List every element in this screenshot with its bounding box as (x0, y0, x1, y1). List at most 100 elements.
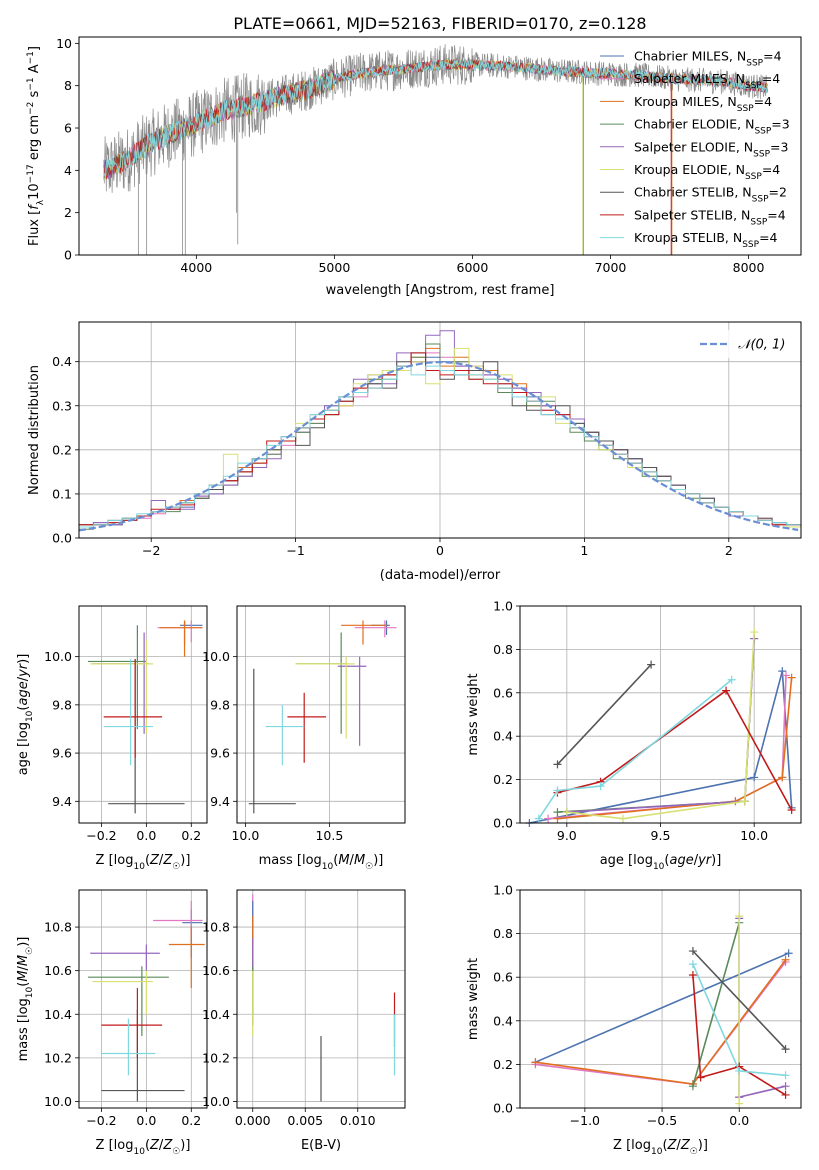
tick-label-y: 10.0 (44, 649, 72, 664)
tick-label-x: 8000 (733, 260, 765, 275)
weight-marker-kroupa_miles (531, 1058, 540, 1067)
legend-label-part: Chabrier ELODIE, N (634, 117, 754, 132)
histogram-step-chabrier_stelib (79, 352, 801, 538)
x-axis-label: age [log10(age/yr)] (600, 853, 722, 872)
legend-label: Salpeter MILES, NSSP=4 (634, 71, 780, 91)
tick-label-y: 10.0 (202, 649, 230, 664)
weight-marker-chabrier_miles (784, 949, 793, 958)
y-axis-label: mass weight (466, 958, 481, 1040)
x-axis-label-part: )] (180, 1138, 190, 1153)
tick-label-y: 0.2 (52, 442, 72, 457)
tick-label-x: 0.0 (729, 1113, 749, 1128)
legend-label-part: =2 (769, 185, 787, 200)
y-axis-label-part: M (16, 970, 31, 981)
x-axis-label-part: 10 (651, 1147, 663, 1157)
spectrum-model-kroupa_stelib (103, 58, 768, 179)
weight-line-kroupa_miles (535, 959, 787, 1085)
tick-label-y: 0.6 (493, 685, 513, 700)
weight-marker-chabrier_miles (750, 773, 759, 782)
x-axis-label: mass [log10(M/M☉)] (259, 853, 384, 872)
y-axis-label-part: −1 (26, 51, 36, 64)
weight-marker-kroupa_stelib (553, 786, 562, 795)
legend-label: Kroupa STELIB, NSSP=4 (634, 230, 778, 250)
weight-marker-chabrier_miles (778, 667, 787, 676)
tick-label-y: 6 (64, 121, 72, 136)
tick-label-x: −1 (286, 543, 304, 558)
x-axis-label-part: ( (664, 853, 669, 868)
tick-label-y: 10.8 (202, 920, 230, 935)
weight-marker-kroupa_elodie (562, 808, 571, 817)
x-axis-label: (data-model)/error (380, 568, 501, 583)
weight-marker-kroupa_stelib (781, 1071, 790, 1080)
legend-label: 𝒩(0, 1) (738, 338, 785, 353)
legend-label: Chabrier ELODIE, NSSP=3 (634, 117, 790, 137)
weight-marker-kroupa_elodie (750, 628, 759, 637)
mass_weight_vs_age-frame (519, 605, 802, 824)
x-axis-label-part: ☉ (172, 1147, 180, 1157)
x-axis-label-part: Z (149, 853, 160, 868)
weight-marker-kroupa_elodie (740, 797, 749, 806)
x-axis-label-part: )] (711, 853, 721, 868)
x-axis-label-part: mass [log (259, 853, 322, 868)
tick-label-y: 8 (64, 78, 72, 93)
tick-label-y: 0.4 (52, 354, 72, 369)
x-axis-label-part: / (676, 1138, 681, 1153)
y-axis-label-part: 10 (25, 710, 35, 722)
weight-line-salpeter_stelib (692, 974, 787, 1096)
tick-label-y: 9.8 (52, 697, 72, 712)
tick-label-x: 4000 (180, 260, 212, 275)
axes-age_vs_Z: −0.2 0.0 0.2 9.4 9.6 9.8 10.0 (44, 606, 207, 843)
weight-line-chabrier_stelib (692, 950, 787, 1050)
x-axis-label-part: yr (697, 853, 713, 868)
y-axis-label-part: 10 (27, 183, 42, 200)
weight-marker-chabrier_stelib (553, 760, 562, 769)
tick-label-y: 0.6 (493, 970, 513, 985)
legend-label-part: =4 (767, 207, 785, 222)
x-axis-label-part: ( (333, 853, 338, 868)
legend-label: Kroupa MILES, NSSP=4 (634, 94, 772, 114)
tick-label-x: 10.0 (231, 828, 259, 843)
x-axis-label: wavelength [Angstrom, rest frame] (326, 283, 555, 298)
y-axis-label-part: / (16, 676, 31, 681)
tick-label-y: 0.2 (493, 772, 513, 787)
y-axis-label-part: Flux [ (27, 210, 42, 246)
tick-label-x: 0.010 (340, 1113, 376, 1128)
tick-label-x: 0.005 (287, 1113, 323, 1128)
y-axis-label-part: A (27, 64, 42, 77)
weight-line-salpeter_stelib (557, 689, 793, 811)
y-axis-label-part: ( (16, 982, 31, 987)
tick-label-y: 10.6 (202, 963, 230, 978)
weight-marker-chabrier_stelib (647, 660, 656, 669)
y-axis-label: age [log10(age/yr)] (16, 654, 35, 776)
tick-label-y: 9.6 (210, 746, 230, 761)
weight-marker-kroupa_miles (781, 955, 790, 964)
weight-marker-salpeter_stelib (787, 805, 796, 814)
tick-label-y: 9.8 (210, 697, 230, 712)
x-axis-label-part: ☉ (690, 1147, 698, 1157)
tick-label-x: 9.0 (557, 828, 577, 843)
y-axis-label-part: M (16, 955, 31, 966)
x-axis-label-part: Z (680, 1138, 691, 1153)
y-axis-label-part: age [log (16, 722, 31, 775)
tick-label-y: 0.1 (52, 486, 72, 501)
tick-label-y: 2 (64, 205, 72, 220)
weight-line-chabrier_elodie (557, 638, 755, 813)
legend-label-part: Chabrier MILES, N (634, 49, 746, 64)
weight-marker-chabrier_stelib (688, 947, 697, 956)
age_vs_mass-frame (236, 605, 406, 824)
tick-label-y: 0.2 (493, 1057, 513, 1072)
x-axis-label-part: 10 (133, 862, 145, 872)
x-axis-label: E(B-V) (301, 1138, 341, 1153)
figure-title: PLATE=0661, MJD=52163, FIBERID=0170, z=0… (233, 14, 646, 33)
y-axis-label-part: s (27, 90, 42, 101)
tick-label-y: 1.0 (493, 599, 513, 614)
weight-marker-chabrier_elodie (553, 808, 562, 817)
x-axis-label: Z [log10(Z/Z☉)] (96, 1138, 191, 1157)
legend-label-part: =4 (762, 71, 780, 86)
x-axis-label-part: / (694, 853, 699, 868)
y-axis-label-part: ( (16, 706, 31, 711)
x-axis-label-part: 10 (133, 1147, 145, 1157)
x-axis-label-part: M (338, 853, 349, 868)
weight-marker-kroupa_elodie (619, 814, 628, 823)
weight-line-chabrier_stelib (556, 664, 652, 765)
